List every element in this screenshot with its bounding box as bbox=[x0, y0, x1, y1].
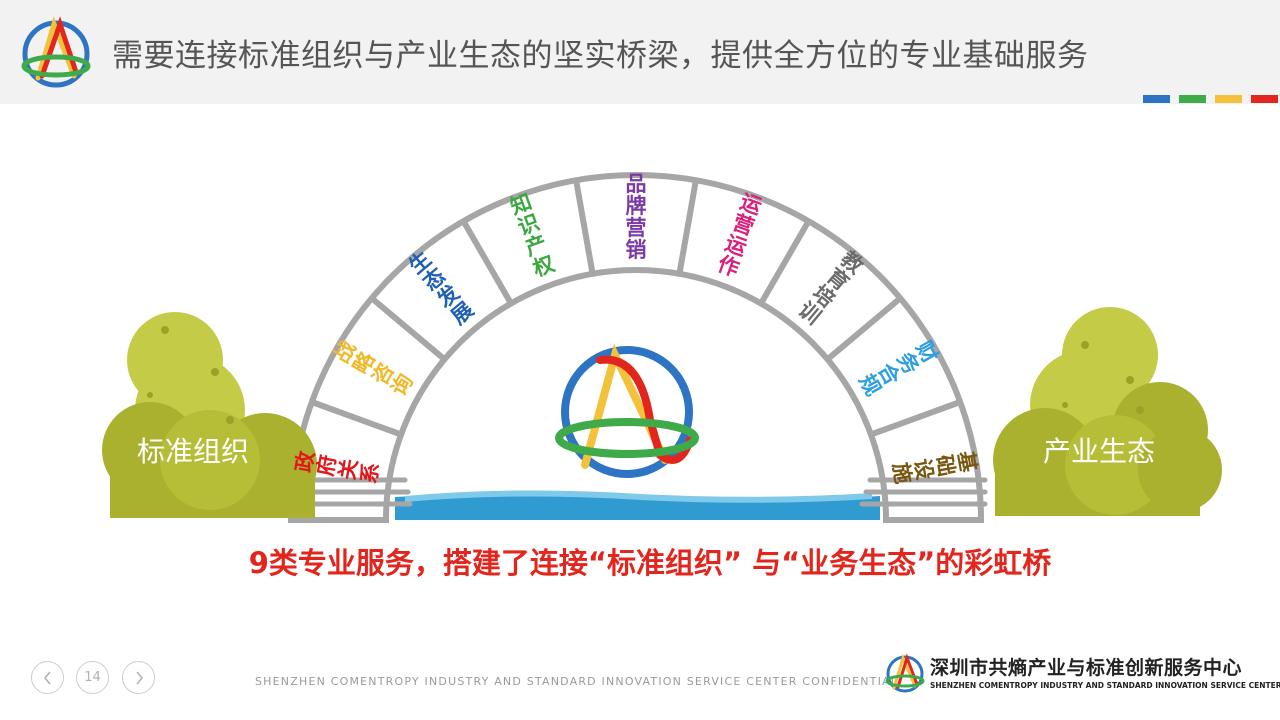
bridge-caption: 9类专业服务，搭建了连接“标准组织” 与“业务生态”的彩虹桥 bbox=[248, 546, 1052, 580]
org-logo-icon bbox=[885, 653, 925, 693]
arch-band bbox=[287, 172, 985, 523]
service-label-char: 施 bbox=[888, 461, 915, 486]
page-title: 需要连接标准组织与产业生态的坚实桥梁，提供全方位的专业基础服务 bbox=[112, 38, 1089, 74]
right-label: 产业生态 bbox=[1043, 435, 1156, 468]
accent-bars bbox=[1140, 95, 1280, 103]
water bbox=[395, 493, 880, 520]
arch-divider bbox=[758, 219, 812, 305]
service-label-char: 础 bbox=[932, 453, 959, 478]
arch-divider bbox=[310, 399, 403, 438]
center-emblem-icon bbox=[555, 343, 699, 478]
header-bar: 需要连接标准组织与产业生态的坚实桥梁，提供全方位的专业基础服务 bbox=[0, 0, 1280, 104]
page-number: 14 bbox=[76, 661, 109, 694]
accent-bar-yellow bbox=[1215, 95, 1242, 103]
arch-divider bbox=[573, 179, 596, 275]
arch-divider bbox=[825, 295, 903, 362]
bridge-foot-left bbox=[297, 477, 413, 507]
next-page-button[interactable] bbox=[122, 661, 155, 694]
service-label-char: 营 bbox=[626, 216, 647, 240]
chevron-left-icon bbox=[43, 671, 51, 684]
chevron-right-icon bbox=[135, 671, 143, 684]
bridge-foot-right bbox=[859, 477, 988, 507]
organization-brand: 深圳市共熵产业与标准创新服务中心 SHENZHEN COMENTROPY IND… bbox=[884, 653, 1280, 695]
service-label-char: 品 bbox=[626, 172, 647, 196]
service-label-char: 系 bbox=[357, 461, 384, 486]
accent-bar-red bbox=[1251, 95, 1278, 103]
service-label-char: 销 bbox=[626, 238, 647, 262]
org-name-cn: 深圳市共熵产业与标准创新服务中心 bbox=[930, 657, 1243, 679]
previous-page-button[interactable] bbox=[31, 661, 64, 694]
arch-divider bbox=[460, 219, 514, 305]
bridge-arch bbox=[287, 172, 985, 523]
service-label-char: 关 bbox=[335, 457, 362, 482]
arch-divider bbox=[369, 295, 447, 362]
service-label-char: 牌 bbox=[626, 194, 647, 218]
left-bush bbox=[102, 312, 317, 518]
arch-divider bbox=[676, 179, 699, 275]
service-label-char: 设 bbox=[910, 457, 937, 482]
accent-bar-green bbox=[1179, 95, 1206, 103]
arch-divider bbox=[869, 399, 962, 438]
logo-icon bbox=[21, 16, 91, 88]
confidential-notice: SHENZHEN COMENTROPY INDUSTRY AND STANDAR… bbox=[255, 675, 899, 688]
water-highlight bbox=[405, 490, 872, 503]
accent-bar-blue bbox=[1143, 95, 1170, 103]
service-label-char: 府 bbox=[313, 453, 340, 478]
left-label: 标准组织 bbox=[137, 435, 250, 468]
org-name-en: SHENZHEN COMENTROPY INDUSTRY AND STANDAR… bbox=[930, 681, 1280, 690]
right-bush bbox=[993, 307, 1222, 516]
